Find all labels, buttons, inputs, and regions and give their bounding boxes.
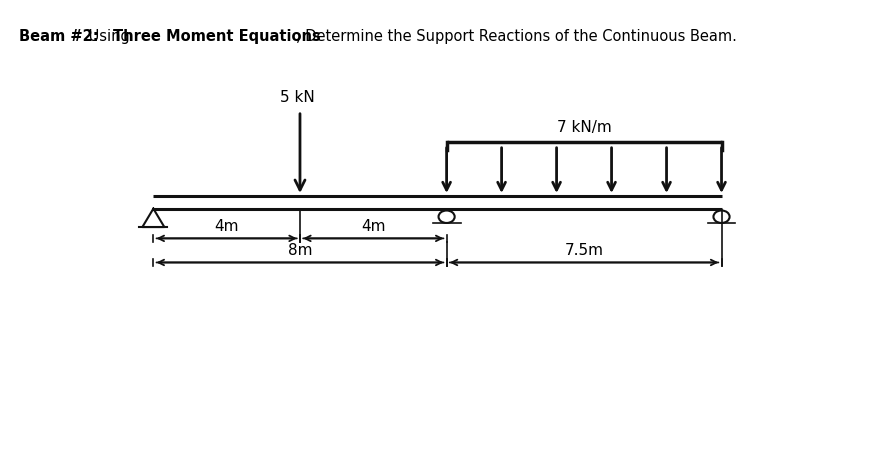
Text: 7.5m: 7.5m xyxy=(564,243,604,258)
Text: 7 kN/m: 7 kN/m xyxy=(556,119,612,134)
Text: 4m: 4m xyxy=(361,219,386,234)
Text: 4m: 4m xyxy=(214,219,239,234)
Text: 5 kN: 5 kN xyxy=(280,90,315,105)
Text: Three Moment Equations: Three Moment Equations xyxy=(113,29,320,45)
Text: 8m: 8m xyxy=(288,243,312,258)
Text: Using: Using xyxy=(84,29,135,45)
Text: Beam #2:: Beam #2: xyxy=(19,29,99,45)
Text: , Determine the Support Reactions of the Continuous Beam.: , Determine the Support Reactions of the… xyxy=(296,29,737,45)
